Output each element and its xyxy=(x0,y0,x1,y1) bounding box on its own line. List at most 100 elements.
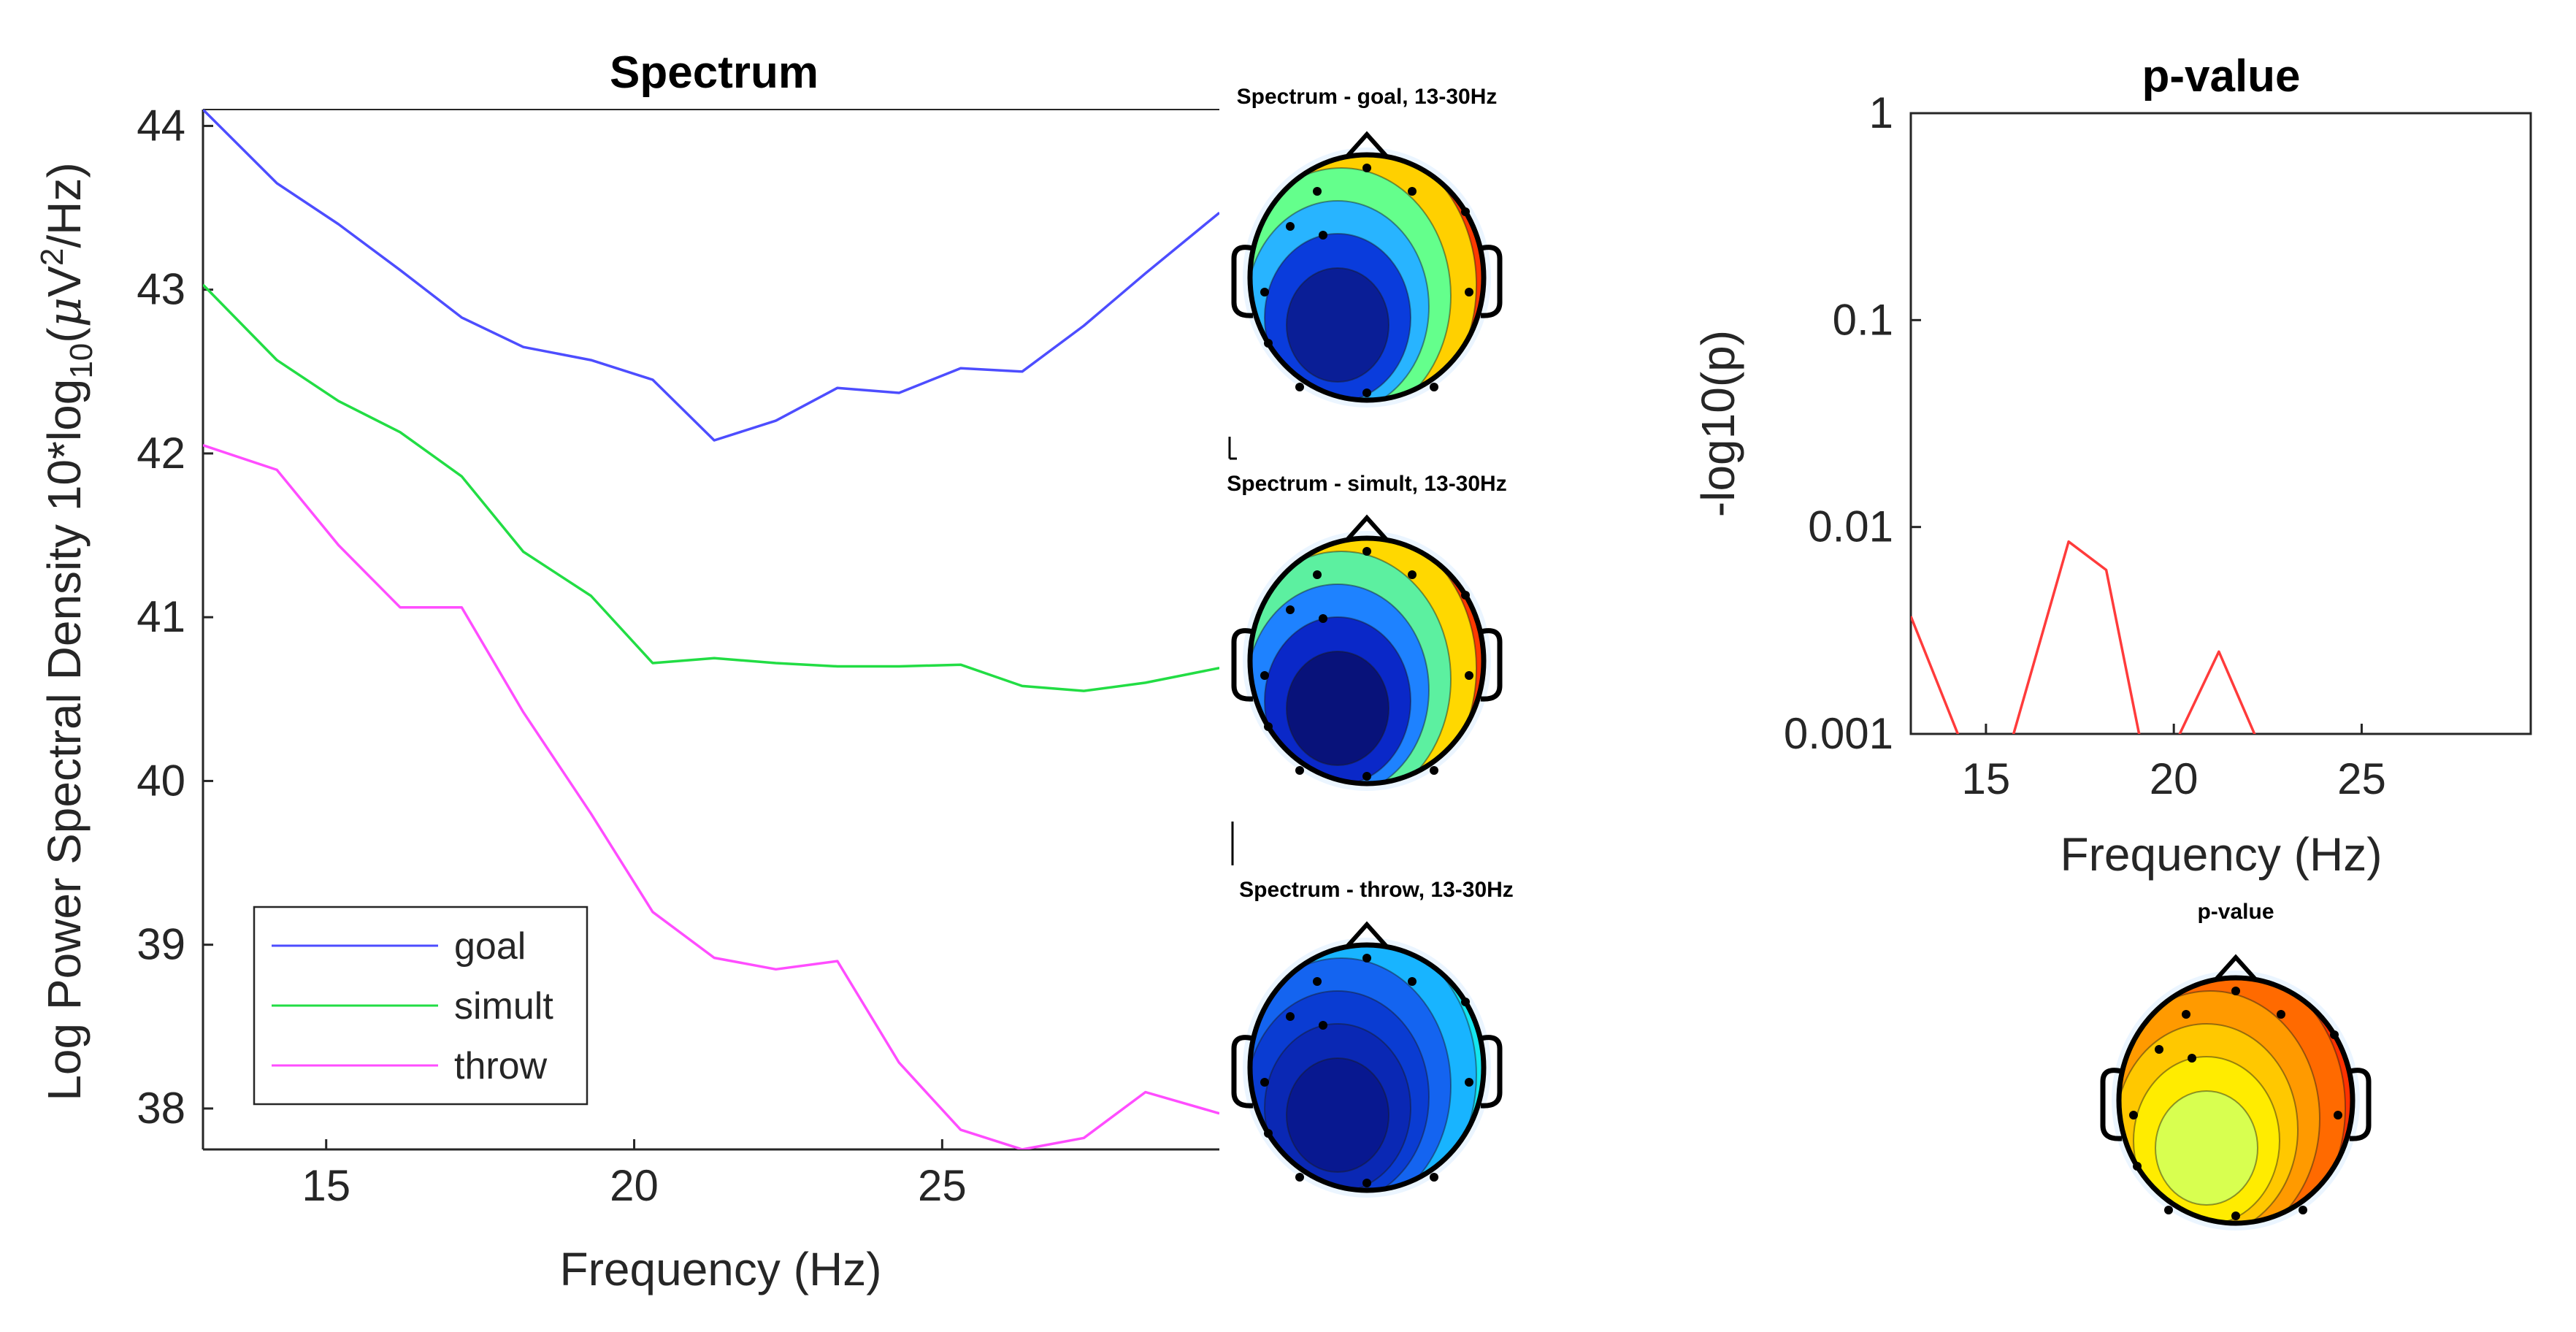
topomap-electrode xyxy=(1362,164,1371,172)
topomap-electrode xyxy=(2182,1010,2190,1019)
topomap-ear xyxy=(1480,628,1503,702)
pvalue-x-ticks: 15 20 25 xyxy=(1962,724,2386,803)
topomap-electrode xyxy=(2299,1206,2307,1214)
legend-label-goal: goal xyxy=(454,925,526,968)
topomap-electrode xyxy=(1319,1021,1327,1030)
pvalue-x-label: Frequency (Hz) xyxy=(2061,828,2383,881)
spectrum-y-tick-label: 38 xyxy=(137,1084,185,1133)
topomap-throw: Spectrum - throw, 13-30Hz xyxy=(1231,878,1514,1198)
topomap-electrode xyxy=(1319,231,1327,240)
pvalue-x-tick-label: 25 xyxy=(2337,754,2386,803)
topomap-head-outline xyxy=(1247,535,1487,786)
topomap-electrode xyxy=(1264,722,1273,731)
topomap-simult-title: Spectrum - simult, 13-30Hz xyxy=(1227,472,1506,496)
topomap-throw-title: Spectrum - throw, 13-30Hz xyxy=(1239,878,1514,902)
topomap-electrode xyxy=(1362,388,1371,397)
topomap-electrode xyxy=(1408,187,1417,196)
ylabel-part-sub: 10 xyxy=(64,343,99,379)
topomap-ear xyxy=(1231,628,1254,702)
ylabel-part-open: ( xyxy=(38,327,91,342)
topomap-electrode xyxy=(1260,1078,1269,1087)
ylabel-part-mu: μ xyxy=(38,297,92,328)
topomap-electrode xyxy=(1430,383,1438,391)
topomap-electrode xyxy=(2277,1010,2285,1019)
spectrum-y-tick-label: 41 xyxy=(137,592,185,641)
topomap-pvalue: p-value xyxy=(2100,900,2372,1230)
pvalue-line-segment xyxy=(2178,650,2256,734)
pvalue-y-tick-label: 0.1 xyxy=(1833,295,1893,344)
topomap-electrode xyxy=(1313,187,1322,196)
spectrum-title: Spectrum xyxy=(610,47,819,98)
topomap-electrode xyxy=(1260,288,1269,296)
topomap-electrode xyxy=(2188,1054,2196,1063)
topomap-electrode xyxy=(1286,222,1295,231)
topomap-electrode xyxy=(2133,1162,2142,1171)
topomap-electrode xyxy=(1264,1129,1273,1138)
pvalue-line-segment xyxy=(1911,616,1960,734)
topomap-nose xyxy=(1344,921,1389,949)
topomap-ear xyxy=(1231,245,1254,318)
topomap-ear xyxy=(1480,1035,1503,1109)
spectrum-y-tick-label: 39 xyxy=(137,920,185,969)
pvalue-y-tick-label: 1 xyxy=(1869,88,1893,137)
topomap-electrode xyxy=(1313,977,1322,986)
topomap-electrode xyxy=(2129,1111,2138,1119)
ylabel-part-main: Log Power Spectral Density 10*log xyxy=(38,379,91,1101)
topomap-contour xyxy=(1286,651,1389,766)
spectrum-series-lines xyxy=(203,110,1219,1149)
ylabel-part-v: V xyxy=(38,266,91,297)
topomap-electrode xyxy=(2164,1206,2173,1214)
topomap-contour xyxy=(1286,1057,1389,1173)
topomap-head-outline xyxy=(2116,975,2355,1226)
topomap-nose xyxy=(1344,131,1389,159)
topomap-contour xyxy=(2155,1090,2258,1206)
spectrum-panel: Spectrum 38 39 40 41 42 43 44 15 20 25 Frequency… xyxy=(34,47,1219,1295)
topomap-electrode xyxy=(1264,339,1273,348)
pvalue-y-tick-label: 0.001 xyxy=(1784,709,1893,758)
topomap-electrode xyxy=(1286,1012,1295,1021)
topomap-electrode xyxy=(1362,954,1371,962)
series-line-throw xyxy=(203,444,1219,1149)
topomap-electrode xyxy=(2231,1212,2240,1220)
topomap-electrode xyxy=(1465,288,1473,296)
spectrum-y-ticks: 38 39 40 41 42 43 44 xyxy=(137,101,213,1133)
topomap-electrode xyxy=(1465,1078,1473,1087)
spectrum-x-label: Frequency (Hz) xyxy=(560,1243,882,1295)
pvalue-title: p-value xyxy=(2142,51,2300,102)
series-line-simult xyxy=(203,283,1219,692)
topomap-goal-title: Spectrum - goal, 13-30Hz xyxy=(1237,85,1498,109)
topomap-electrode xyxy=(1295,766,1304,775)
series-line-goal xyxy=(203,110,1219,442)
topomap-ear xyxy=(2349,1068,2372,1141)
topomap-simult: Spectrum - simult, 13-30Hz xyxy=(1227,472,1507,791)
topomap-electrode xyxy=(1295,383,1304,391)
spectrum-y-tick-label: 44 xyxy=(137,101,185,150)
topomap-head-outline xyxy=(1247,152,1487,403)
topomap-electrode xyxy=(1430,1173,1438,1182)
spectrum-y-tick-label: 40 xyxy=(137,756,185,805)
legend-label-simult: simult xyxy=(454,985,553,1027)
ylabel-part-sup: 2 xyxy=(34,248,70,266)
topomap-electrode xyxy=(1461,591,1470,600)
topomap-nose xyxy=(2213,954,2258,982)
topomap-electrode xyxy=(1319,614,1327,623)
topomap-electrode xyxy=(1286,605,1295,614)
topomap-pvalue-title: p-value xyxy=(2197,900,2274,924)
pvalue-line-segment xyxy=(2012,540,2141,734)
topomap-electrode xyxy=(1408,570,1417,579)
topomap-electrode xyxy=(2334,1111,2342,1119)
topomap-ear xyxy=(1480,245,1503,318)
topomap-nose xyxy=(1344,514,1389,543)
spectrum-x-tick-label: 20 xyxy=(610,1161,659,1210)
pvalue-axes-box xyxy=(1909,112,2532,735)
topomap-head-outline xyxy=(1247,942,1487,1193)
spectrum-x-ticks: 15 20 25 xyxy=(302,1139,967,1210)
pvalue-x-tick-label: 20 xyxy=(2150,754,2199,803)
legend-label-throw: throw xyxy=(454,1045,548,1087)
topomap-ear xyxy=(2100,1068,2123,1141)
pvalue-series-lines xyxy=(1911,540,2256,734)
pvalue-x-tick-label: 15 xyxy=(1962,754,2011,803)
ylabel-part-unit: /Hz) xyxy=(38,162,91,248)
spectrum-x-tick-label: 25 xyxy=(918,1161,967,1210)
